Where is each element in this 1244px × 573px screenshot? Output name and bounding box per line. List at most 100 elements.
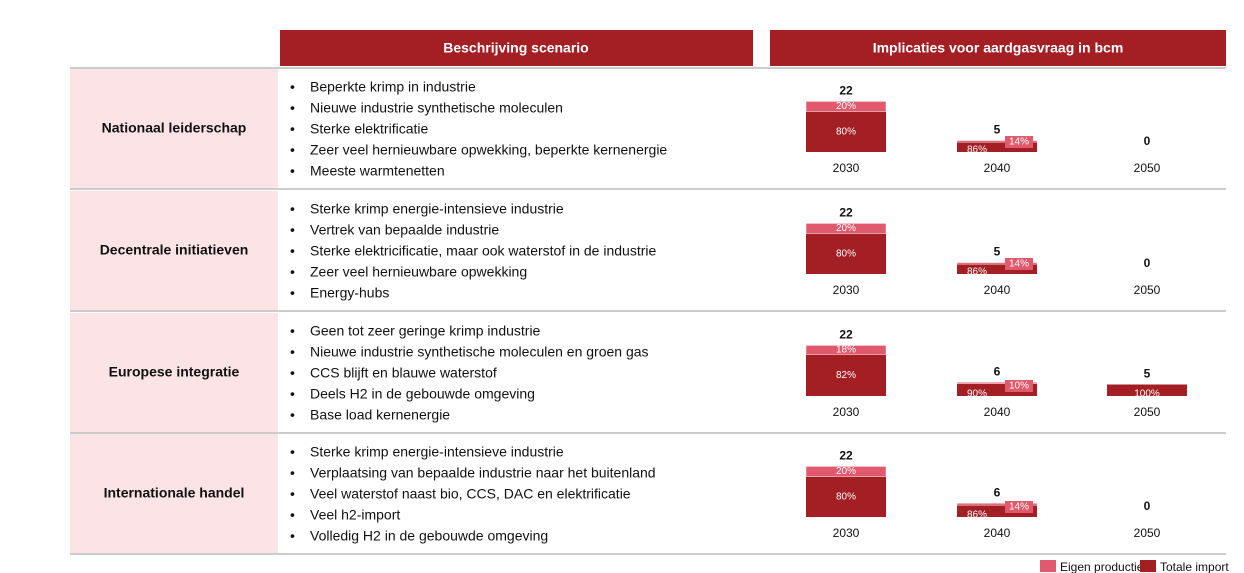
- scenario-name: Europese integratie: [109, 364, 240, 380]
- own-label: 20%: [836, 223, 856, 234]
- year-label: 2040: [984, 405, 1011, 419]
- own-label: 20%: [836, 101, 856, 112]
- legend-swatch: [1140, 560, 1156, 572]
- own-label: 20%: [836, 466, 856, 477]
- bullet-dot: •: [290, 507, 295, 523]
- bullet: Zeer veel hernieuwbare opwekking: [310, 264, 527, 280]
- bullet-dot: •: [290, 222, 295, 238]
- bullet-dot: •: [290, 365, 295, 381]
- total-label: 0: [1144, 499, 1151, 513]
- own-label: 14%: [1009, 502, 1029, 513]
- header-cell: [770, 30, 1226, 66]
- import-label: 86%: [967, 267, 987, 278]
- bullet: Beperkte krimp in industrie: [310, 79, 476, 95]
- total-label: 0: [1144, 256, 1151, 270]
- year-label: 2030: [833, 405, 860, 419]
- import-label: 80%: [836, 126, 856, 137]
- total-label: 22: [839, 449, 853, 463]
- bullet: Nieuwe industrie synthetische moleculen: [310, 100, 563, 116]
- import-label: 86%: [967, 145, 987, 156]
- import-segment: [957, 142, 1037, 152]
- total-label: 5: [1144, 367, 1151, 381]
- legend-swatch: [1040, 560, 1056, 572]
- import-label: 100%: [1134, 389, 1160, 400]
- year-label: 2050: [1134, 283, 1161, 297]
- bullet-dot: •: [290, 407, 295, 423]
- import-segment: [1107, 384, 1187, 396]
- year-label: 2050: [1134, 405, 1161, 419]
- bullet: Sterke elektrificatie: [310, 121, 428, 137]
- bullet-dot: •: [290, 386, 295, 402]
- bullet-dot: •: [290, 163, 295, 179]
- import-label: 80%: [836, 248, 856, 259]
- scenario-name: Internationale handel: [104, 485, 245, 501]
- scenario-cell: [70, 69, 278, 188]
- bullet: Meeste warmtenetten: [310, 163, 445, 179]
- legend-label: Eigen productie: [1060, 560, 1144, 573]
- import-segment: [806, 476, 886, 517]
- year-label: 2030: [833, 161, 860, 175]
- bullet-dot: •: [290, 121, 295, 137]
- own-segment: [805, 466, 887, 477]
- bullet-dot: •: [290, 201, 295, 217]
- bullet-dot: •: [290, 100, 295, 116]
- import-label: 90%: [967, 389, 987, 400]
- bullet: Verplaatsing van bepaalde industrie naar…: [310, 465, 656, 481]
- own-label: 18%: [836, 345, 856, 356]
- total-label: 0: [1144, 134, 1151, 148]
- bullet-dot: •: [290, 344, 295, 360]
- year-label: 2050: [1134, 161, 1161, 175]
- bullet: CCS blijft en blauwe waterstof: [310, 365, 497, 381]
- bullet: Volledig H2 in de gebouwde omgeving: [310, 528, 548, 544]
- bullet: Sterke krimp energie-intensieve industri…: [310, 201, 564, 217]
- header-text: Implicaties voor aardgasvraag in bcm: [873, 40, 1124, 56]
- import-segment: [806, 354, 886, 396]
- own-segment: [805, 223, 887, 234]
- year-label: 2030: [833, 526, 860, 540]
- bullet-dot: •: [290, 444, 295, 460]
- scenario-cell: [70, 313, 278, 432]
- own-label-box: [1005, 380, 1033, 392]
- header-cell: [280, 30, 753, 66]
- bullet-dot: •: [290, 79, 295, 95]
- own-label: 14%: [1009, 137, 1029, 148]
- own-segment: [805, 345, 887, 355]
- bullet-dot: •: [290, 285, 295, 301]
- total-label: 6: [994, 364, 1001, 378]
- import-segment: [806, 233, 886, 274]
- bullet: Zeer veel hernieuwbare opwekking, beperk…: [310, 142, 667, 158]
- total-label: 5: [994, 123, 1001, 137]
- bullet: Veel waterstof naast bio, CCS, DAC en el…: [310, 486, 631, 502]
- bullet-dot: •: [290, 465, 295, 481]
- bullet: Vertrek van bepaalde industrie: [310, 222, 499, 238]
- total-label: 6: [994, 485, 1001, 499]
- import-segment: [957, 264, 1037, 274]
- own-label-box: [1005, 258, 1033, 270]
- bullet: Geen tot zeer geringe krimp industrie: [310, 323, 541, 339]
- scenario-name: Nationaal leiderschap: [102, 120, 247, 136]
- own-segment: [956, 262, 1038, 265]
- scenario-name: Decentrale initiatieven: [100, 242, 249, 258]
- year-label: 2040: [984, 283, 1011, 297]
- own-segment: [956, 502, 1038, 506]
- total-label: 22: [839, 206, 853, 220]
- bullet-dot: •: [290, 323, 295, 339]
- total-label: 22: [839, 328, 853, 342]
- bullet: Nieuwe industrie synthetische moleculen …: [310, 344, 649, 360]
- year-label: 2050: [1134, 526, 1161, 540]
- scenario-cell: [70, 191, 278, 310]
- scenario-cell: [70, 434, 278, 553]
- bullet-dot: •: [290, 243, 295, 259]
- bullet-dot: •: [290, 528, 295, 544]
- total-label: 5: [994, 245, 1001, 259]
- import-segment: [806, 111, 886, 152]
- bullet: Deels H2 in de gebouwde omgeving: [310, 386, 535, 402]
- own-label: 10%: [1009, 381, 1029, 392]
- own-label-box: [1005, 136, 1033, 148]
- bullet: Veel h2-import: [310, 507, 400, 523]
- header-text: Beschrijving scenario: [443, 40, 589, 56]
- bullet-dot: •: [290, 264, 295, 280]
- import-segment: [957, 505, 1037, 517]
- import-label: 86%: [967, 510, 987, 521]
